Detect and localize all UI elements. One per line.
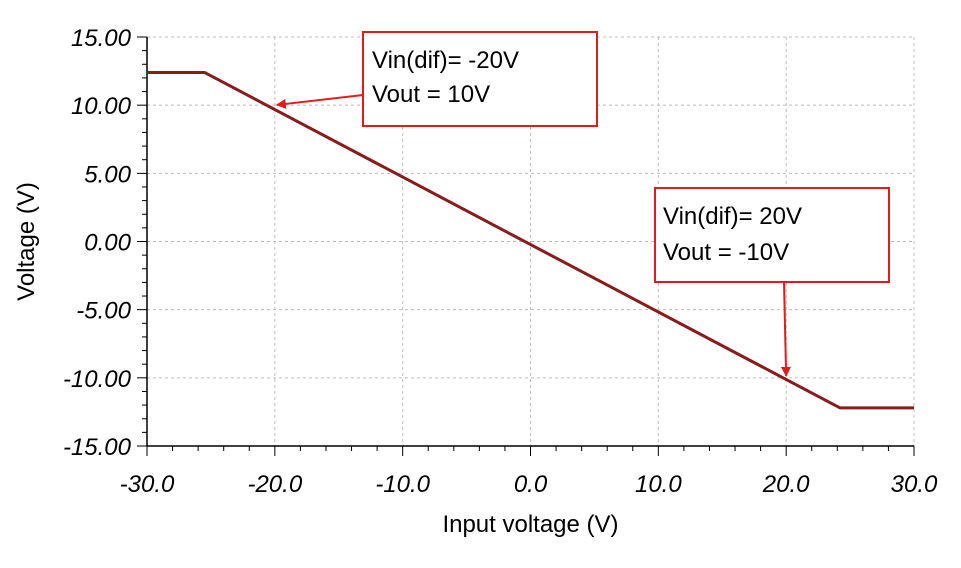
annotation-arrow bbox=[780, 281, 791, 377]
annotation-text: Vin(dif)= 20V bbox=[663, 203, 802, 230]
annotation-box bbox=[654, 187, 890, 283]
y-tick-label: 15.00 bbox=[71, 25, 132, 52]
x-axis-title: Input voltage (V) bbox=[442, 511, 618, 538]
annotation: Vin(dif)= -20V Vout = 10V bbox=[275, 31, 598, 127]
series-layer bbox=[147, 70, 914, 410]
annotation: Vin(dif)= 20V Vout = -10V bbox=[654, 187, 890, 377]
x-tick-label: -10.0 bbox=[375, 471, 430, 498]
x-tick-label: 30.0 bbox=[891, 471, 938, 498]
y-tick-label: 0.00 bbox=[84, 230, 131, 257]
x-tick-label: 0.0 bbox=[514, 471, 548, 498]
tick-labels: 15.00 10.00 5.00 0.00 -5.00 -10.00 -15.00 -30.0… bbox=[63, 25, 938, 498]
y-tick-label: 5.00 bbox=[84, 161, 131, 188]
annotation-arrow bbox=[275, 94, 364, 109]
x-tick-label: -30.0 bbox=[120, 471, 175, 498]
axes bbox=[137, 36, 915, 456]
annotation-text: Vout = 10V bbox=[372, 81, 490, 108]
y-tick-label: -15.00 bbox=[63, 434, 132, 461]
y-tick-label: 10.00 bbox=[71, 93, 132, 120]
annotation-box bbox=[362, 31, 598, 127]
series-line bbox=[147, 70, 914, 410]
y-tick-label: -10.00 bbox=[63, 366, 132, 393]
annotation-text: Vin(dif)= -20V bbox=[372, 47, 519, 74]
y-tick-label: -5.00 bbox=[76, 298, 131, 325]
x-tick-label: 20.0 bbox=[762, 471, 810, 498]
annotation-text: Vout = -10V bbox=[663, 239, 789, 266]
x-tick-label: -20.0 bbox=[247, 471, 302, 498]
annotations: Vin(dif)= -20V Vout = 10V Vin(dif)= 20V Vou… bbox=[275, 31, 890, 377]
x-tick-label: 10.0 bbox=[635, 471, 682, 498]
y-axis-title: Voltage (V) bbox=[13, 182, 40, 301]
